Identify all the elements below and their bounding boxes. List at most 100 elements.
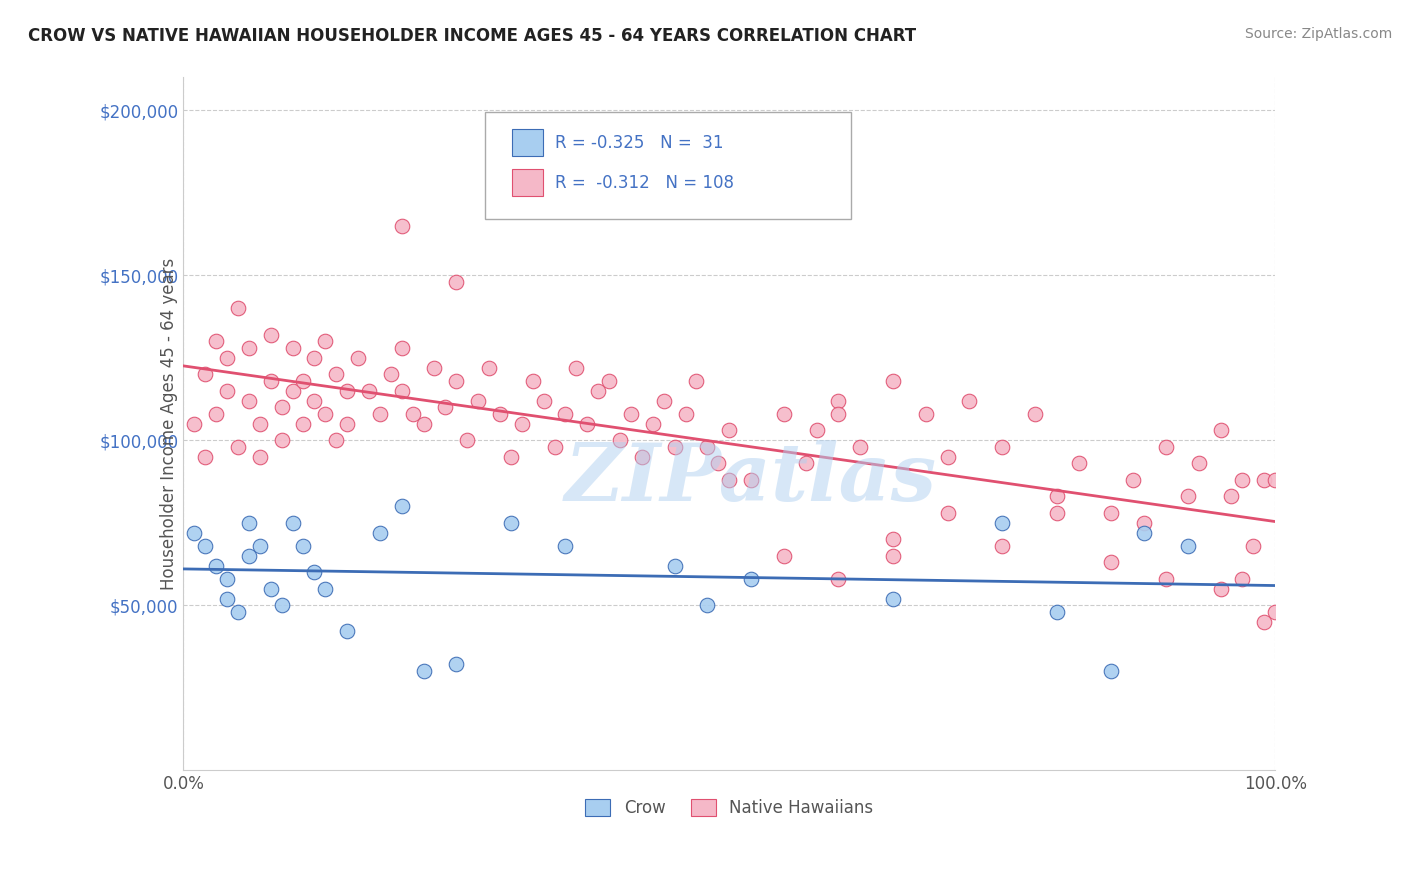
- Point: [412, 664, 434, 678]
- Point: [456, 434, 478, 448]
- Point: [238, 516, 260, 530]
- Point: [281, 384, 304, 398]
- Point: [249, 539, 271, 553]
- Point: [882, 549, 904, 563]
- Point: [292, 539, 315, 553]
- Point: [991, 516, 1014, 530]
- Point: [882, 374, 904, 388]
- Point: [249, 450, 271, 464]
- Point: [215, 572, 238, 586]
- Point: [794, 456, 817, 470]
- Point: [205, 334, 228, 349]
- Point: [554, 407, 576, 421]
- Point: [391, 384, 413, 398]
- Point: [270, 434, 292, 448]
- Point: [1232, 572, 1254, 586]
- Point: [565, 360, 588, 375]
- Point: [368, 407, 391, 421]
- Point: [1099, 555, 1122, 569]
- Point: [772, 549, 794, 563]
- Point: [1253, 473, 1275, 487]
- Point: [554, 539, 576, 553]
- Point: [1154, 572, 1177, 586]
- Point: [586, 384, 609, 398]
- Point: [827, 572, 849, 586]
- Point: [510, 417, 533, 431]
- Point: [652, 393, 675, 408]
- Point: [740, 572, 762, 586]
- Point: [882, 591, 904, 606]
- Point: [522, 374, 544, 388]
- Point: [696, 440, 718, 454]
- Point: [238, 549, 260, 563]
- Point: [598, 374, 620, 388]
- Point: [641, 417, 664, 431]
- Point: [347, 351, 370, 365]
- Point: [304, 393, 326, 408]
- Point: [205, 558, 228, 573]
- Point: [183, 417, 205, 431]
- Point: [1177, 489, 1199, 503]
- Point: [336, 624, 359, 639]
- Point: [226, 605, 249, 619]
- Point: [1188, 456, 1211, 470]
- Point: [1122, 473, 1144, 487]
- Point: [325, 368, 347, 382]
- Point: [391, 499, 413, 513]
- Point: [260, 582, 283, 596]
- Point: [489, 407, 512, 421]
- Point: [1099, 664, 1122, 678]
- Point: [270, 401, 292, 415]
- Point: [194, 539, 217, 553]
- Point: [1046, 605, 1069, 619]
- Point: [696, 598, 718, 612]
- Point: [1133, 525, 1156, 540]
- Point: [959, 393, 981, 408]
- Point: [238, 341, 260, 355]
- Point: [1232, 473, 1254, 487]
- Point: [1209, 423, 1232, 437]
- Point: [249, 417, 271, 431]
- Point: [1264, 473, 1286, 487]
- Point: [434, 401, 457, 415]
- Legend: Crow, Native Hawaiians: Crow, Native Hawaiians: [579, 792, 880, 824]
- Point: [609, 434, 631, 448]
- Point: [936, 450, 959, 464]
- Point: [357, 384, 380, 398]
- Point: [1241, 539, 1264, 553]
- Point: [806, 423, 828, 437]
- Point: [238, 393, 260, 408]
- Point: [1264, 605, 1286, 619]
- Point: [304, 351, 326, 365]
- Point: [499, 450, 522, 464]
- Point: [936, 506, 959, 520]
- Point: [467, 393, 489, 408]
- Point: [226, 301, 249, 316]
- Point: [664, 558, 686, 573]
- Point: [991, 440, 1014, 454]
- Point: [576, 417, 599, 431]
- Point: [718, 473, 741, 487]
- Point: [412, 417, 434, 431]
- Text: Source: ZipAtlas.com: Source: ZipAtlas.com: [1244, 27, 1392, 41]
- Point: [391, 219, 413, 233]
- Point: [1220, 489, 1243, 503]
- Point: [533, 393, 555, 408]
- Text: R =  -0.312   N = 108: R = -0.312 N = 108: [555, 174, 734, 192]
- Point: [446, 657, 468, 672]
- Point: [281, 341, 304, 355]
- Point: [707, 456, 730, 470]
- Point: [314, 407, 336, 421]
- Point: [740, 473, 762, 487]
- Point: [446, 374, 468, 388]
- Point: [314, 582, 336, 596]
- Point: [292, 374, 315, 388]
- Point: [314, 334, 336, 349]
- Point: [543, 440, 565, 454]
- Point: [368, 525, 391, 540]
- Point: [325, 434, 347, 448]
- Point: [183, 525, 205, 540]
- Text: R = -0.325   N =  31: R = -0.325 N = 31: [555, 134, 724, 152]
- Point: [270, 598, 292, 612]
- Point: [1024, 407, 1046, 421]
